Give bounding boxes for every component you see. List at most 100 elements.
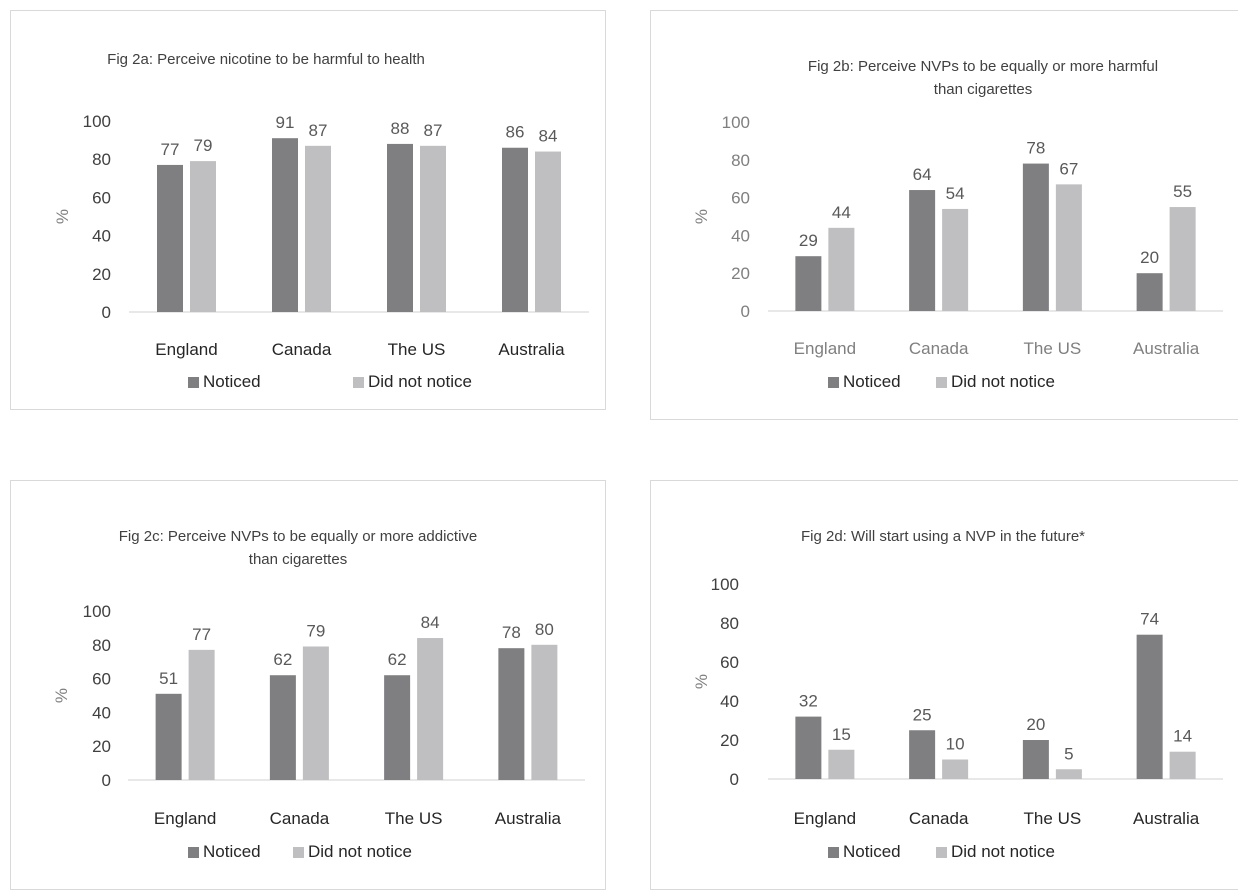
chart-panel-2b: Fig 2b: Perceive NVPs to be equally or m… [650, 10, 1238, 420]
data-label: 80 [535, 620, 554, 639]
y-axis-label: % [52, 688, 71, 703]
bar-did-not-notice [828, 749, 855, 779]
data-label: 77 [192, 625, 211, 644]
bar-noticed [795, 256, 822, 311]
bar-noticed [272, 138, 298, 312]
y-tick-label: 20 [731, 264, 750, 283]
x-category-label: England [154, 809, 216, 828]
data-label: 79 [194, 136, 213, 155]
y-tick-label: 100 [722, 113, 750, 132]
bar-did-not-notice [188, 649, 215, 780]
y-tick-label: 60 [92, 670, 111, 689]
bar-did-not-notice [305, 145, 331, 312]
data-label: 84 [421, 613, 440, 632]
bar-noticed [157, 164, 183, 312]
y-tick-label: 60 [720, 653, 739, 672]
chart-svg: Fig 2d: Will start using a NVP in the fu… [692, 528, 1223, 861]
data-label: 62 [388, 650, 407, 669]
data-label: 14 [1173, 727, 1192, 746]
data-label: 10 [946, 735, 965, 754]
chart-panel-2a: Fig 2a: Perceive nicotine to be harmful … [10, 10, 606, 410]
y-tick-label: 40 [731, 226, 750, 245]
data-label: 29 [799, 231, 818, 250]
bar-did-not-notice [420, 145, 446, 312]
x-category-label: Australia [495, 809, 562, 828]
legend-swatch-did-not-notice [293, 847, 304, 858]
data-label: 88 [391, 119, 410, 138]
y-tick-label: 20 [720, 731, 739, 750]
bar-did-not-notice [531, 644, 558, 780]
x-category-label: The US [385, 809, 443, 828]
data-label: 5 [1064, 744, 1073, 763]
x-category-label: Australia [1133, 339, 1200, 358]
bar-did-not-notice [1055, 769, 1082, 779]
y-tick-label: 40 [92, 227, 111, 246]
x-category-label: The US [388, 340, 446, 359]
data-label: 64 [913, 165, 932, 184]
y-tick-label: 80 [731, 151, 750, 170]
data-label: 77 [161, 140, 180, 159]
bar-did-not-notice [535, 151, 561, 312]
legend-label-did-not-notice: Did not notice [368, 372, 472, 391]
data-label: 15 [832, 725, 851, 744]
data-label: 25 [913, 705, 932, 724]
y-tick-label: 60 [92, 188, 111, 207]
bar-did-not-notice [828, 227, 855, 311]
y-tick-label: 80 [92, 150, 111, 169]
legend-swatch-noticed [828, 377, 839, 388]
bar-noticed [1022, 163, 1049, 311]
legend-label-noticed: Noticed [203, 842, 261, 861]
chart-title: Fig 2a: Perceive nicotine to be harmful … [107, 51, 425, 68]
legend-label-noticed: Noticed [843, 372, 901, 391]
y-tick-label: 80 [92, 636, 111, 655]
bar-noticed [909, 190, 936, 311]
x-category-label: Canada [909, 339, 969, 358]
bar-noticed [384, 675, 411, 780]
bar-did-not-notice [942, 208, 969, 311]
x-category-label: The US [1024, 339, 1082, 358]
chart-title: Fig 2c: Perceive NVPs to be equally or m… [119, 528, 478, 545]
data-label: 84 [539, 127, 558, 146]
legend-label-noticed: Noticed [843, 842, 901, 861]
x-category-label: Canada [272, 340, 332, 359]
y-axis-label: % [692, 674, 711, 689]
y-tick-label: 60 [731, 189, 750, 208]
chart-panel-2c: Fig 2c: Perceive NVPs to be equally or m… [10, 480, 606, 890]
bar-noticed [795, 716, 822, 779]
x-category-label: Canada [909, 809, 969, 828]
bar-noticed [1136, 273, 1163, 311]
bar-noticed [498, 648, 525, 780]
legend-swatch-did-not-notice [936, 847, 947, 858]
data-label: 67 [1059, 159, 1078, 178]
chart-title: Fig 2d: Will start using a NVP in the fu… [801, 528, 1085, 545]
data-label: 20 [1140, 248, 1159, 267]
bar-did-not-notice [1169, 207, 1196, 311]
y-tick-label: 0 [741, 302, 750, 321]
data-label: 91 [276, 113, 295, 132]
legend-swatch-noticed [828, 847, 839, 858]
y-tick-label: 40 [720, 692, 739, 711]
data-label: 44 [832, 203, 851, 222]
data-label: 62 [273, 650, 292, 669]
legend-label-noticed: Noticed [203, 372, 261, 391]
bar-noticed [1136, 634, 1163, 779]
data-label: 51 [159, 669, 178, 688]
bar-noticed [269, 675, 296, 780]
y-axis-label: % [53, 209, 72, 224]
bar-noticed [387, 143, 413, 312]
legend-label-did-not-notice: Did not notice [951, 372, 1055, 391]
x-category-label: Australia [1133, 809, 1200, 828]
x-category-label: England [794, 809, 856, 828]
bar-did-not-notice [417, 638, 444, 780]
y-tick-label: 0 [730, 770, 739, 789]
x-category-label: The US [1024, 809, 1082, 828]
bar-did-not-notice [942, 759, 969, 779]
data-label: 87 [424, 121, 443, 140]
data-label: 78 [502, 623, 521, 642]
chart-title: than cigarettes [934, 81, 1032, 98]
chart-panel-2d: Fig 2d: Will start using a NVP in the fu… [650, 480, 1238, 890]
data-label: 54 [946, 184, 965, 203]
bar-did-not-notice [1169, 751, 1196, 779]
data-label: 86 [506, 123, 525, 142]
x-category-label: England [155, 340, 217, 359]
